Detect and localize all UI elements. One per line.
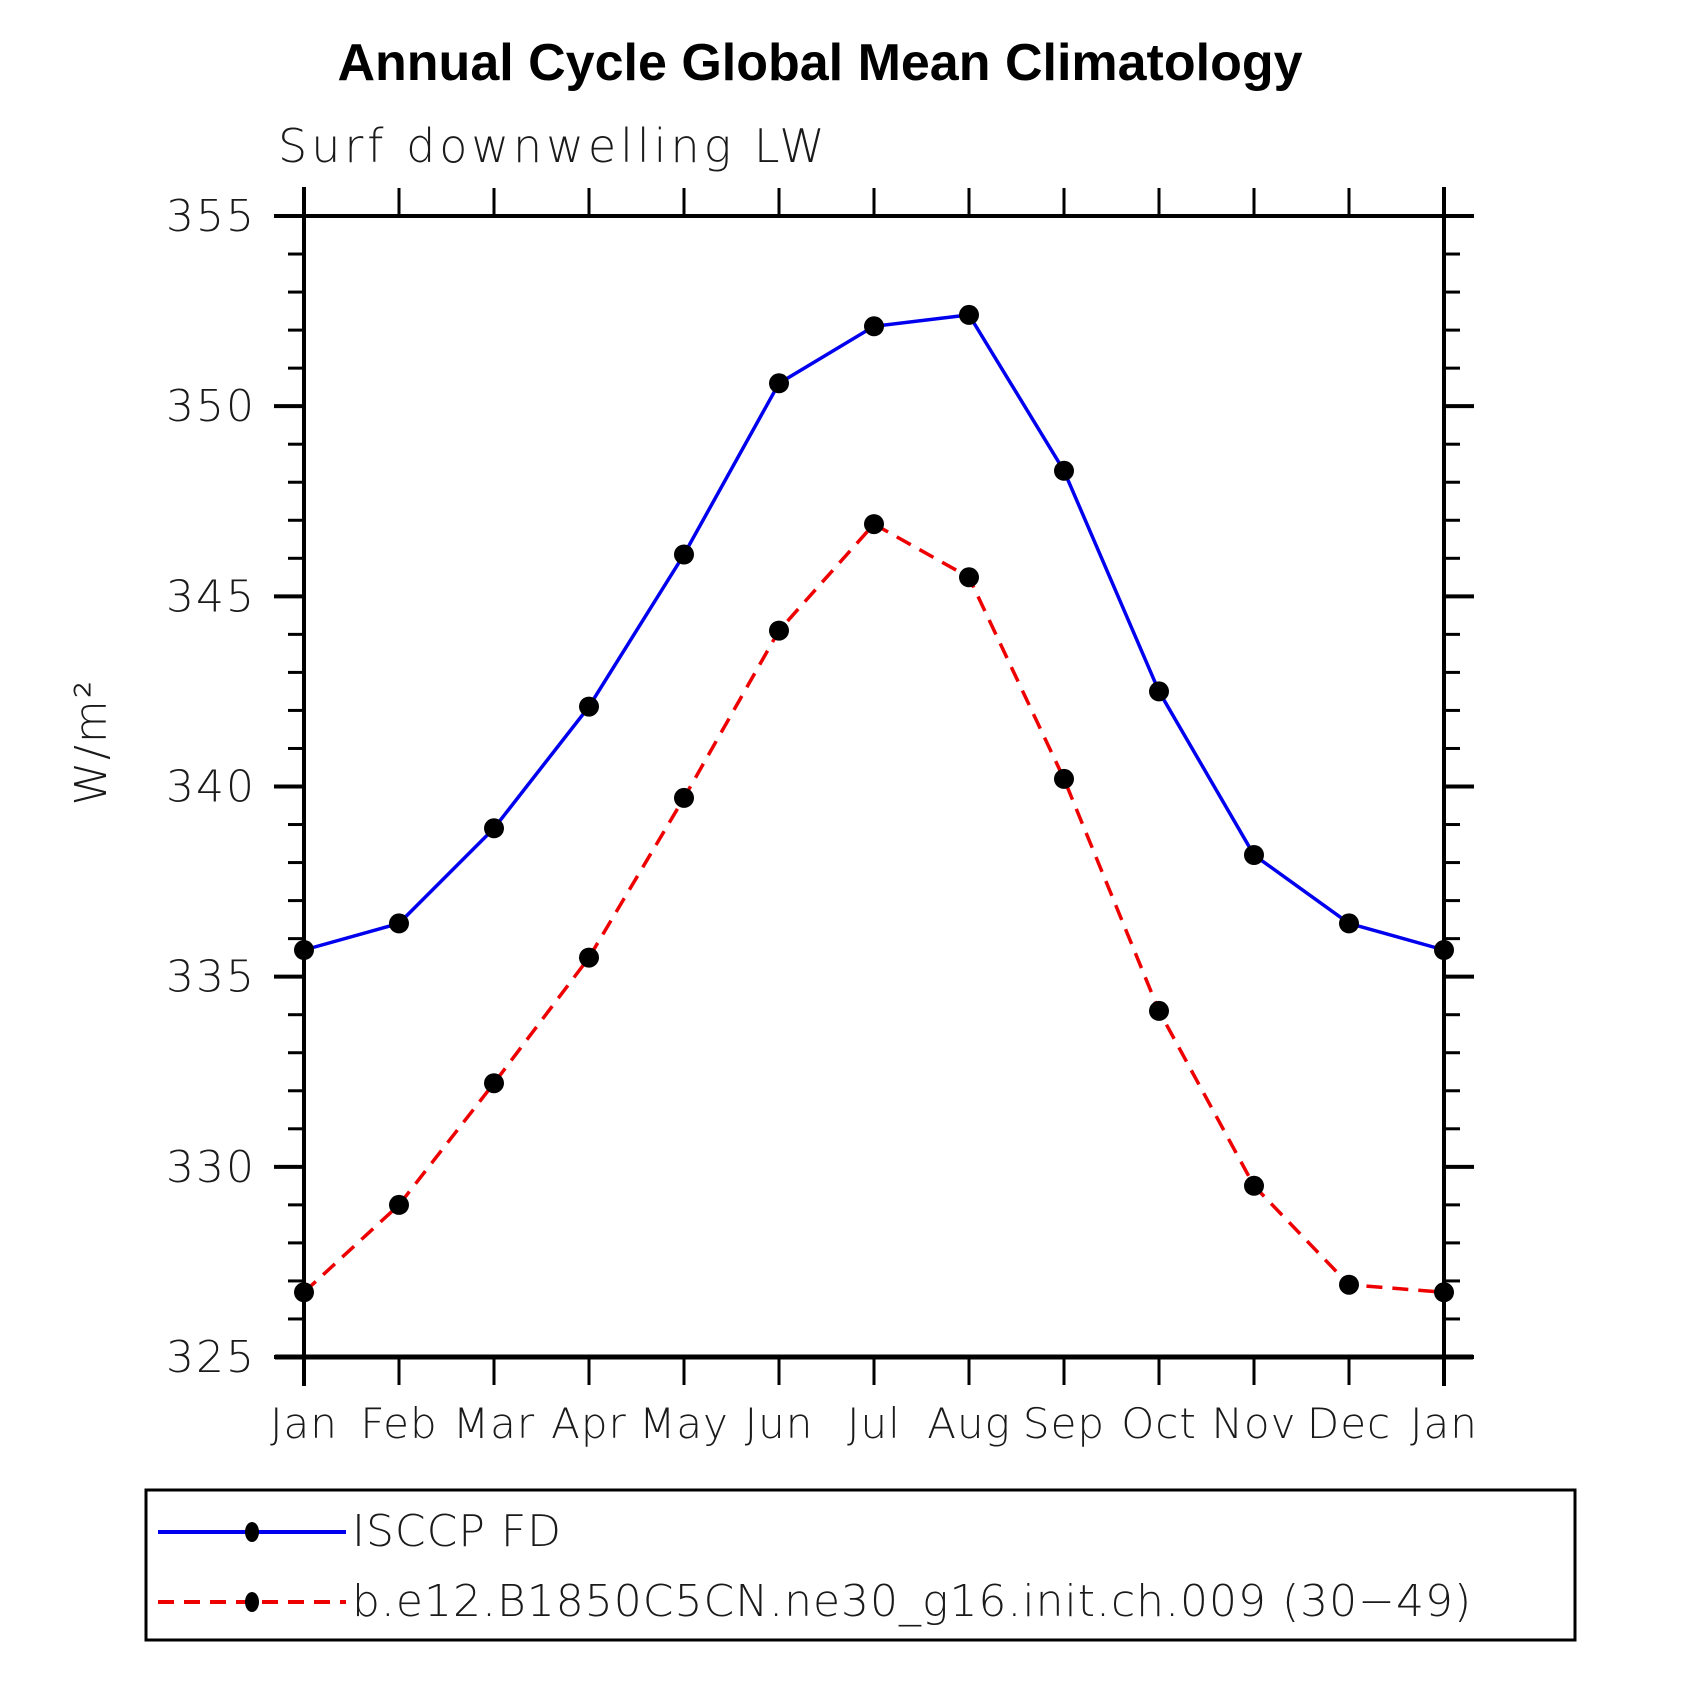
chart-title: Annual Cycle Global Mean Climatology	[337, 34, 1302, 92]
data-point-marker	[864, 316, 884, 337]
data-point-marker	[959, 304, 979, 325]
data-point-marker	[294, 1282, 314, 1303]
data-point-marker	[579, 947, 599, 968]
data-point-marker	[1149, 681, 1169, 702]
legend-label-isccp-fd: ISCCP FD	[352, 1506, 562, 1557]
data-point-marker	[1434, 940, 1454, 960]
data-point-marker	[959, 567, 979, 588]
data-point-marker	[1149, 1000, 1169, 1021]
y-tick-label: 340	[166, 762, 256, 813]
x-tick-labels: Jan Feb Mar Apr May Jun Jul Aug Sep Oct Nov Dec Jan	[270, 1399, 1478, 1448]
x-tick-label: Dec	[1307, 1399, 1391, 1448]
plot-axes	[274, 187, 1474, 1386]
data-point-marker	[484, 818, 504, 839]
legend: ISCCP FD b.e12.B1850C5CN.ne30_g16.init.c…	[144, 1488, 1577, 1642]
data-point-marker	[1339, 1274, 1359, 1295]
data-point-marker	[1434, 1282, 1454, 1303]
data-point-marker	[674, 544, 694, 565]
x-tick-label: Nov	[1212, 1399, 1297, 1448]
x-tick-label: May	[639, 1399, 729, 1448]
series-line-model-run	[302, 521, 1445, 1295]
y-tick-label: 330	[166, 1142, 256, 1193]
y-tick-label: 350	[166, 381, 256, 432]
legend-sample-marker	[245, 1522, 259, 1542]
data-point-marker	[1244, 845, 1264, 865]
data-point-marker	[1244, 1175, 1264, 1196]
x-tick-label: Mar	[453, 1399, 535, 1448]
data-point-marker	[769, 620, 789, 641]
y-axis-label: W/m²	[66, 679, 117, 806]
data-series	[294, 304, 1454, 1303]
legend-box	[144, 1488, 1577, 1642]
y-tick-label: 345	[166, 571, 256, 622]
x-tick-label: Jan	[270, 1399, 338, 1448]
y-tick-label: 355	[166, 191, 256, 242]
x-tick-label: Jan	[1410, 1399, 1478, 1448]
x-tick-label: Feb	[360, 1399, 437, 1448]
data-point-marker	[294, 940, 314, 960]
y-tick-labels: 325 330 335 340 345 350 355	[166, 191, 256, 1383]
y-tick-label: 325	[166, 1332, 256, 1383]
data-point-marker	[864, 514, 884, 535]
data-point-marker	[389, 913, 409, 934]
series-line-isccp-fd	[303, 313, 1445, 952]
y-tick-label: 335	[166, 952, 256, 1003]
x-tick-label: Jun	[745, 1399, 814, 1448]
x-tick-label: Jul	[847, 1399, 901, 1448]
data-point-marker	[1054, 460, 1074, 481]
x-tick-label: Aug	[927, 1399, 1011, 1448]
data-point-marker	[1054, 768, 1074, 789]
data-point-marker	[674, 787, 694, 808]
x-tick-label: Sep	[1023, 1399, 1105, 1448]
x-tick-label: Apr	[551, 1399, 627, 1448]
data-point-marker	[484, 1073, 504, 1094]
chart-subtitle: Surf downwelling LW	[278, 119, 829, 173]
data-point-marker	[1339, 913, 1359, 934]
legend-sample-marker	[245, 1592, 259, 1612]
data-point-marker	[579, 696, 599, 717]
legend-samples	[158, 1522, 346, 1612]
data-point-marker	[389, 1194, 409, 1215]
x-tick-label: Oct	[1121, 1399, 1197, 1448]
legend-label-model-run: b.e12.B1850C5CN.ne30_g16.init.ch.009 (30…	[352, 1576, 1472, 1627]
data-point-marker	[769, 373, 789, 394]
